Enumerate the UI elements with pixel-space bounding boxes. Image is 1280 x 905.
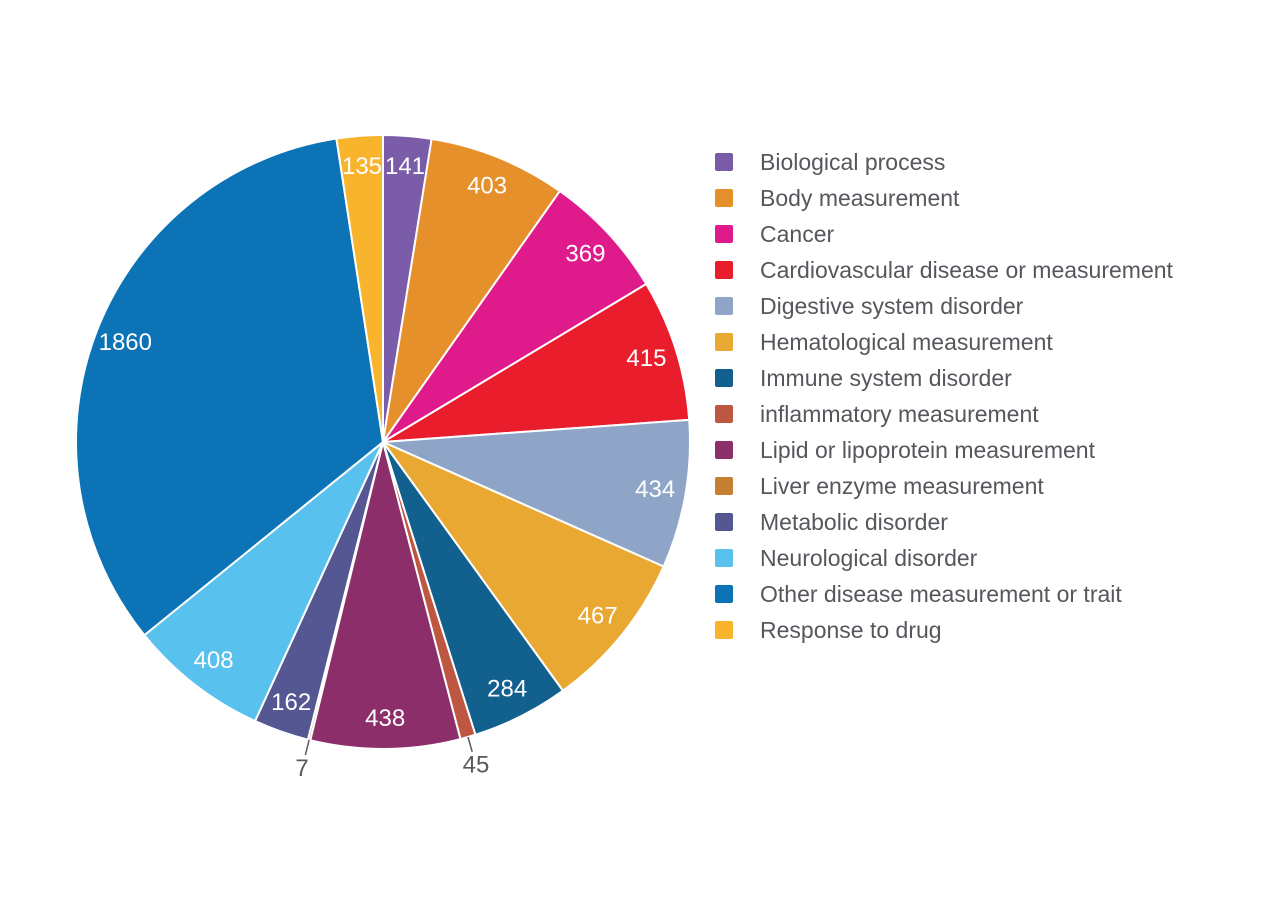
legend-label: Other disease measurement or trait [760,580,1122,607]
legend-swatch [715,153,733,171]
legend-item: Cardiovascular disease or measurement [715,252,1173,288]
legend-swatch [715,585,733,603]
slice-value-label: 284 [487,675,527,702]
legend-label: Cancer [760,220,835,247]
slice-value-label: 438 [365,705,405,732]
legend-swatch [715,621,733,639]
legend-swatch [715,297,733,315]
pie-slice-5 [382,418,691,568]
outside-value-label: 45 [463,752,490,779]
legend-label: Neurological disorder [760,544,978,571]
leader-line [467,736,473,753]
legend-item: Biological process [715,144,1173,180]
slice-value-label: 415 [626,345,666,372]
legend-item: Lipid or lipoprotein measurement [715,432,1173,468]
legend-swatch [715,513,733,531]
legend-label: Immune system disorder [760,364,1012,391]
legend-item: Hematological measurement [715,324,1173,360]
legend-label: Metabolic disorder [760,508,948,535]
outside-value-label: 7 [295,755,308,782]
legend-item: Response to drug [715,612,1173,648]
slice-value-label: 403 [467,173,507,200]
slice-value-label: 408 [194,647,234,674]
legend-label: Digestive system disorder [760,292,1024,319]
slice-value-label: 162 [271,689,311,716]
slice-value-label: 467 [578,603,618,630]
pie-slice-4 [382,283,691,443]
legend-item: Liver enzyme measurement [715,468,1173,504]
legend-swatch [715,405,733,423]
legend-swatch [715,189,733,207]
pie-slice-9 [309,441,462,750]
slice-value-label: 369 [565,240,605,267]
legend-swatch [715,477,733,495]
leader-line [304,739,310,756]
legend-item: Neurological disorder [715,540,1173,576]
legend-item: Body measurement [715,180,1173,216]
slice-value-label: 1860 [99,329,152,356]
legend-swatch [715,441,733,459]
legend-label: Response to drug [760,616,942,643]
legend-label: inflammatory measurement [760,400,1039,427]
pie-slice-6 [382,441,665,692]
legend: Biological process Body measurement Canc… [715,144,1173,648]
legend-label: Cardiovascular disease or measurement [760,256,1173,283]
pie-slice-12 [143,441,384,723]
legend-item: Other disease measurement or trait [715,576,1173,612]
legend-label: Liver enzyme measurement [760,472,1044,499]
legend-swatch [715,549,733,567]
slice-value-label: 135 [342,153,382,180]
legend-label: Body measurement [760,184,960,211]
legend-label: Lipid or lipoprotein measurement [760,436,1095,463]
legend-item: inflammatory measurement [715,396,1173,432]
legend-label: Hematological measurement [760,328,1053,355]
legend-item: Cancer [715,216,1173,252]
slice-value-label: 434 [635,476,675,503]
pie-slice-13 [75,137,384,637]
slice-value-label: 141 [385,153,425,180]
legend-swatch [715,369,733,387]
legend-swatch [715,261,733,279]
pie-slice-3 [382,190,648,443]
legend-swatch [715,333,733,351]
pie-slice-14 [335,134,384,443]
legend-item: Digestive system disorder [715,288,1173,324]
legend-swatch [715,225,733,243]
pie-slice-2 [382,137,561,443]
legend-label: Biological process [760,148,946,175]
legend-item: Immune system disorder [715,360,1173,396]
legend-item: Metabolic disorder [715,504,1173,540]
